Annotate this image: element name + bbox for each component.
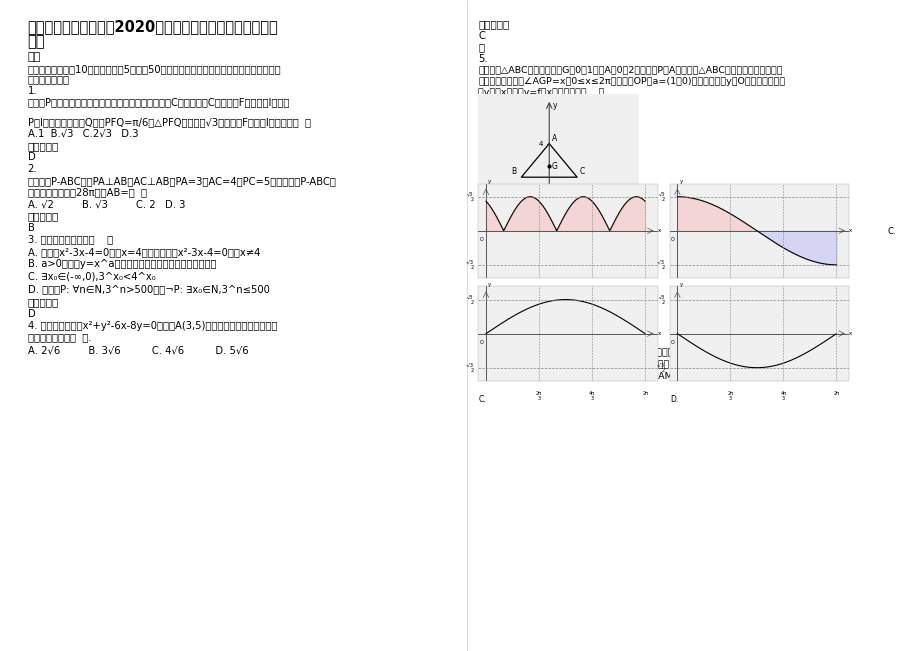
- Text: 湖北省宜昌市瑶华中学2020年高三数学文上学期期末试题含: 湖北省宜昌市瑶华中学2020年高三数学文上学期期末试题含: [28, 20, 278, 35]
- Text: A. 2√6         B. 3√6          C. 4√6          D. 5√6: A. 2√6 B. 3√6 C. 4√6 D. 5√6: [28, 346, 248, 355]
- Text: y: y: [552, 101, 557, 110]
- Text: 参考答案：: 参考答案：: [478, 20, 509, 29]
- Text: A. √2         B. √3         C. 2   D. 3: A. √2 B. √3 C. 2 D. 3: [28, 199, 185, 209]
- Text: 在三棱锥P-ABC中，PA⊥AB，AC⊥AB，PA=3，AC=4，PC=5，且三棱锥P-ABC的: 在三棱锥P-ABC中，PA⊥AB，AC⊥AB，PA=3，AC=4，PC=5，且三…: [28, 176, 336, 186]
- Text: y: y: [487, 283, 491, 287]
- Text: D.: D.: [670, 395, 678, 404]
- Text: 参考答案：: 参考答案：: [28, 141, 59, 151]
- Text: 2π
3: 2π 3: [727, 391, 732, 402]
- Text: 4π
3: 4π 3: [779, 391, 786, 402]
- Text: C. ∃x₀∈(-∞,0),3^x₀<4^x₀: C. ∃x₀∈(-∞,0),3^x₀<4^x₀: [28, 271, 155, 281]
- Text: y: y: [678, 283, 682, 287]
- Text: D: D: [28, 152, 35, 162]
- Text: 选择题：本大题共10小题，每小题5分，共50分。在每小题给出的四个选项中，只有是一个: 选择题：本大题共10小题，每小题5分，共50分。在每小题给出的四个选项中，只有是…: [28, 64, 281, 74]
- Text: 4π
3: 4π 3: [588, 288, 595, 299]
- Text: 略: 略: [478, 42, 484, 52]
- Text: 2.: 2.: [28, 164, 37, 174]
- Text: 符合题目要求的: 符合题目要求的: [28, 74, 70, 84]
- Text: x: x: [657, 229, 661, 233]
- Text: x: x: [631, 195, 636, 204]
- Text: D: D: [28, 309, 35, 318]
- Text: √3
2: √3 2: [658, 294, 664, 305]
- Text: 2π: 2π: [833, 391, 838, 396]
- Text: 则y关于x的函数y=f（x）的图象是（    ）: 则y关于x的函数y=f（x）的图象是（ ）: [478, 88, 604, 97]
- Text: 4: 4: [539, 141, 543, 146]
- Text: 2π: 2π: [641, 288, 647, 293]
- Text: 解析: 解析: [28, 34, 45, 49]
- Text: G: G: [551, 161, 557, 171]
- Text: x: x: [848, 229, 852, 233]
- Text: 如图，正△ABC的中心位于点G（0，1），A（0，2），动点P从A点出发沿△ABC的边界按逆时针方向运: 如图，正△ABC的中心位于点G（0，1），A（0，2），动点P从A点出发沿△AB…: [478, 66, 782, 75]
- Text: 4π
3: 4π 3: [588, 391, 595, 402]
- Text: B.: B.: [670, 292, 677, 301]
- Text: ，再研究点P从点B向点C运动时的图象变化规律，由此即可得出正确选项.: ，再研究点P从点B向点C运动时的图象变化规律，由此即可得出正确选项.: [478, 359, 672, 368]
- Text: -√3
2: -√3 2: [465, 260, 472, 270]
- Text: 2π
3: 2π 3: [727, 288, 732, 299]
- Text: √3
2: √3 2: [467, 294, 472, 305]
- Text: x: x: [848, 331, 852, 336]
- Text: 5.: 5.: [478, 54, 487, 64]
- Text: A.1  B.√3   C.2√3   D.3: A.1 B.√3 C.2√3 D.3: [28, 129, 138, 139]
- Text: 2π: 2π: [641, 391, 647, 396]
- Text: 2π
3: 2π 3: [536, 391, 541, 402]
- Text: O: O: [479, 340, 482, 344]
- Text: -√3
2: -√3 2: [656, 363, 664, 373]
- Text: 【专题】综合题；函数的性质及应用.: 【专题】综合题；函数的性质及应用.: [478, 335, 573, 344]
- Text: 【考点】函数的图象.: 【考点】函数的图象.: [478, 323, 533, 332]
- Text: A. 命题若x²-3x-4=0，则x=4的否命题是若x²-3x-4=0，则x≠4: A. 命题若x²-3x-4=0，则x=4的否命题是若x²-3x-4=0，则x≠4: [28, 247, 260, 256]
- Text: 参考答案：: 参考答案：: [28, 212, 59, 221]
- Text: O: O: [479, 237, 482, 242]
- Text: 已知点P在以原点为顶点、以坐标轴为对称轴的抛物线C上，抛物线C的焦点为F，准线为l，过点: 已知点P在以原点为顶点、以坐标轴为对称轴的抛物线C上，抛物线C的焦点为F，准线为…: [28, 98, 289, 107]
- Text: 2π
3: 2π 3: [536, 288, 541, 299]
- Text: 4π
3: 4π 3: [779, 288, 786, 299]
- Text: O: O: [670, 237, 674, 242]
- Text: 1.: 1.: [28, 86, 37, 96]
- Text: B: B: [28, 223, 34, 232]
- Text: C: C: [579, 167, 584, 176]
- Text: -√3
2: -√3 2: [465, 363, 472, 373]
- Text: P作l的垂线，垂足为Q，若PFQ=π/6，△PFQ的面积为√3，则焦点F到准线l的距离为（  ）: P作l的垂线，垂足为Q，若PFQ=π/6，△PFQ的面积为√3，则焦点F到准线l…: [28, 117, 311, 127]
- Text: C.: C.: [479, 395, 486, 404]
- Text: 动，设旋转的角度∠AGP=x（0≤x≤2π），向量OP在a=(1，0)方向的射影为y（O为坐标原点），: 动，设旋转的角度∠AGP=x（0≤x≤2π），向量OP在a=(1，0)方向的射影…: [478, 77, 785, 86]
- Text: A: A: [551, 133, 557, 143]
- Text: √3
2: √3 2: [467, 191, 472, 202]
- Text: x: x: [657, 331, 661, 336]
- Text: O: O: [670, 340, 674, 344]
- Text: 外接球的表面积为28π，则AB=（  ）: 外接球的表面积为28π，则AB=（ ）: [28, 187, 146, 197]
- Text: √3
2: √3 2: [658, 191, 664, 202]
- Text: -√3
2: -√3 2: [656, 260, 664, 270]
- Text: y: y: [487, 180, 491, 184]
- Text: O: O: [551, 195, 557, 204]
- Text: B. a>0是函数y=x^a在定义域上单调递增的充分不必要条件: B. a>0是函数y=x^a在定义域上单调递增的充分不必要条件: [28, 259, 216, 269]
- Text: 3. 下列说法正确的是（    ）: 3. 下列说法正确的是（ ）: [28, 234, 113, 244]
- Text: 参考答案：: 参考答案：: [28, 298, 59, 307]
- Text: C: C: [478, 311, 484, 320]
- Text: 4. 已知圆的方程为x²+y²-6x-8y=0，过点A(3,5)的直线被圆所截，则截得的: 4. 已知圆的方程为x²+y²-6x-8y=0，过点A(3,5)的直线被圆所截，…: [28, 321, 277, 331]
- Text: 【分析】由题意，可通过几个特殊点来确定正确选项，可先求出射影长最小时的点B时x的值及y的值: 【分析】由题意，可通过几个特殊点来确定正确选项，可先求出射影长最小时的点B时x的…: [478, 348, 737, 357]
- Text: 2π: 2π: [833, 288, 838, 293]
- Text: 参考答案：: 参考答案：: [478, 299, 509, 309]
- Text: 一、: 一、: [28, 52, 40, 62]
- Text: A.: A.: [479, 292, 486, 301]
- Text: y: y: [678, 180, 682, 184]
- Text: 最短弦的长度为（  ）.: 最短弦的长度为（ ）.: [28, 333, 91, 342]
- Text: C: C: [478, 31, 484, 40]
- Text: 【解答】解：设BC边与Y轴交点为M，已知可得GM=0.5，故AM=1.5，正三角形的边长为√3: 【解答】解：设BC边与Y轴交点为M，已知可得GM=0.5，故AM=1.5，正三角…: [478, 372, 759, 381]
- Text: B: B: [511, 167, 516, 176]
- Text: C.: C.: [887, 227, 895, 236]
- Text: D. 若命题P: ∀n∈N,3^n>500，则¬P: ∃x₀∈N,3^n≤500: D. 若命题P: ∀n∈N,3^n>500，则¬P: ∃x₀∈N,3^n≤500: [28, 284, 269, 294]
